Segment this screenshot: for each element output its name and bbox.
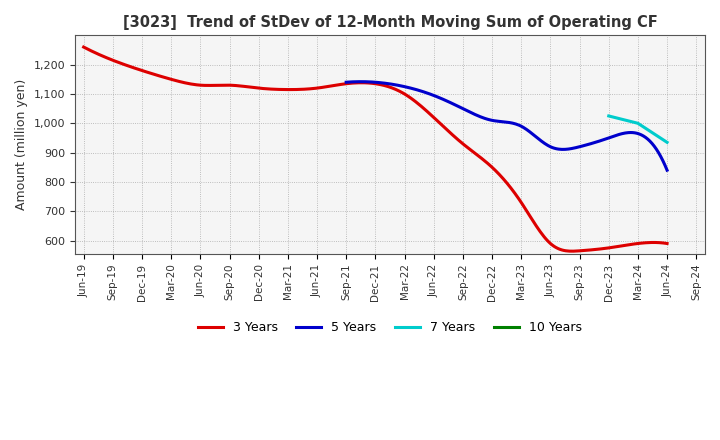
Line: 5 Years: 5 Years <box>346 82 667 170</box>
3 Years <box>79 44 88 50</box>
7 Years <box>634 121 642 126</box>
7 Years <box>604 114 613 119</box>
5 Years <box>357 79 366 84</box>
5 Years <box>342 80 351 85</box>
Y-axis label: Amount (million yen): Amount (million yen) <box>15 79 28 210</box>
3 Years <box>610 244 618 249</box>
3 Years <box>427 112 436 117</box>
5 Years <box>343 80 351 85</box>
5 Years <box>634 131 642 136</box>
3 Years <box>436 121 445 127</box>
5 Years <box>534 136 543 141</box>
Line: 3 Years: 3 Years <box>84 47 667 251</box>
Legend: 3 Years, 5 Years, 7 Years, 10 Years: 3 Years, 5 Years, 7 Years, 10 Years <box>193 316 588 339</box>
3 Years <box>81 45 90 51</box>
5 Years <box>662 168 671 173</box>
7 Years <box>662 140 671 145</box>
5 Years <box>533 135 541 140</box>
3 Years <box>425 110 433 116</box>
5 Years <box>613 132 622 138</box>
Line: 7 Years: 7 Years <box>608 116 667 143</box>
3 Years <box>662 241 671 246</box>
3 Years <box>567 249 576 254</box>
Title: [3023]  Trend of StDev of 12-Month Moving Sum of Operating CF: [3023] Trend of StDev of 12-Month Moving… <box>122 15 657 30</box>
3 Years <box>573 248 582 253</box>
5 Years <box>539 140 548 145</box>
